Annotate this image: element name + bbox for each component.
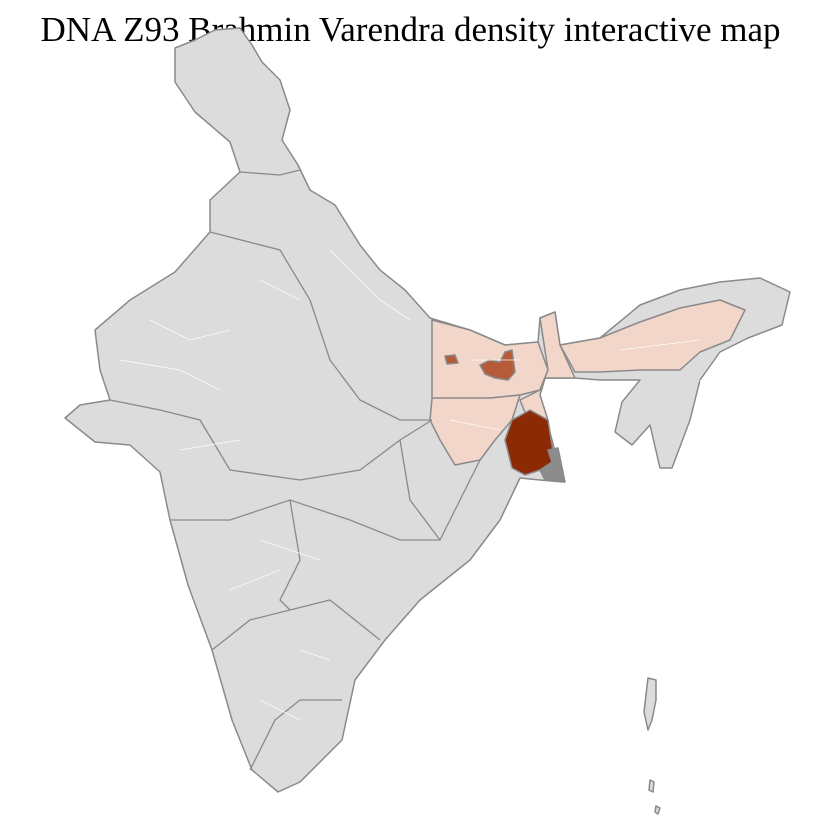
- state-borders: [109, 169, 481, 771]
- region-jharkhand-part[interactable]: [429, 394, 521, 466]
- andaman-islands[interactable]: [643, 677, 657, 731]
- region-assam[interactable]: [559, 299, 746, 373]
- region-sundarbans[interactable]: [539, 447, 566, 483]
- region-bihar-district-1[interactable]: [479, 349, 516, 381]
- region-west-bengal-north[interactable]: [519, 311, 576, 426]
- region-bihar-district-2[interactable]: [444, 354, 459, 365]
- map-title: DNA Z93 Brahmin Varendra density interac…: [40, 10, 781, 49]
- india-mainland[interactable]: [64, 27, 791, 793]
- region-west-bengal-south[interactable]: [504, 409, 557, 476]
- district-borders: [119, 249, 721, 721]
- nicobar-islands[interactable]: [648, 779, 661, 815]
